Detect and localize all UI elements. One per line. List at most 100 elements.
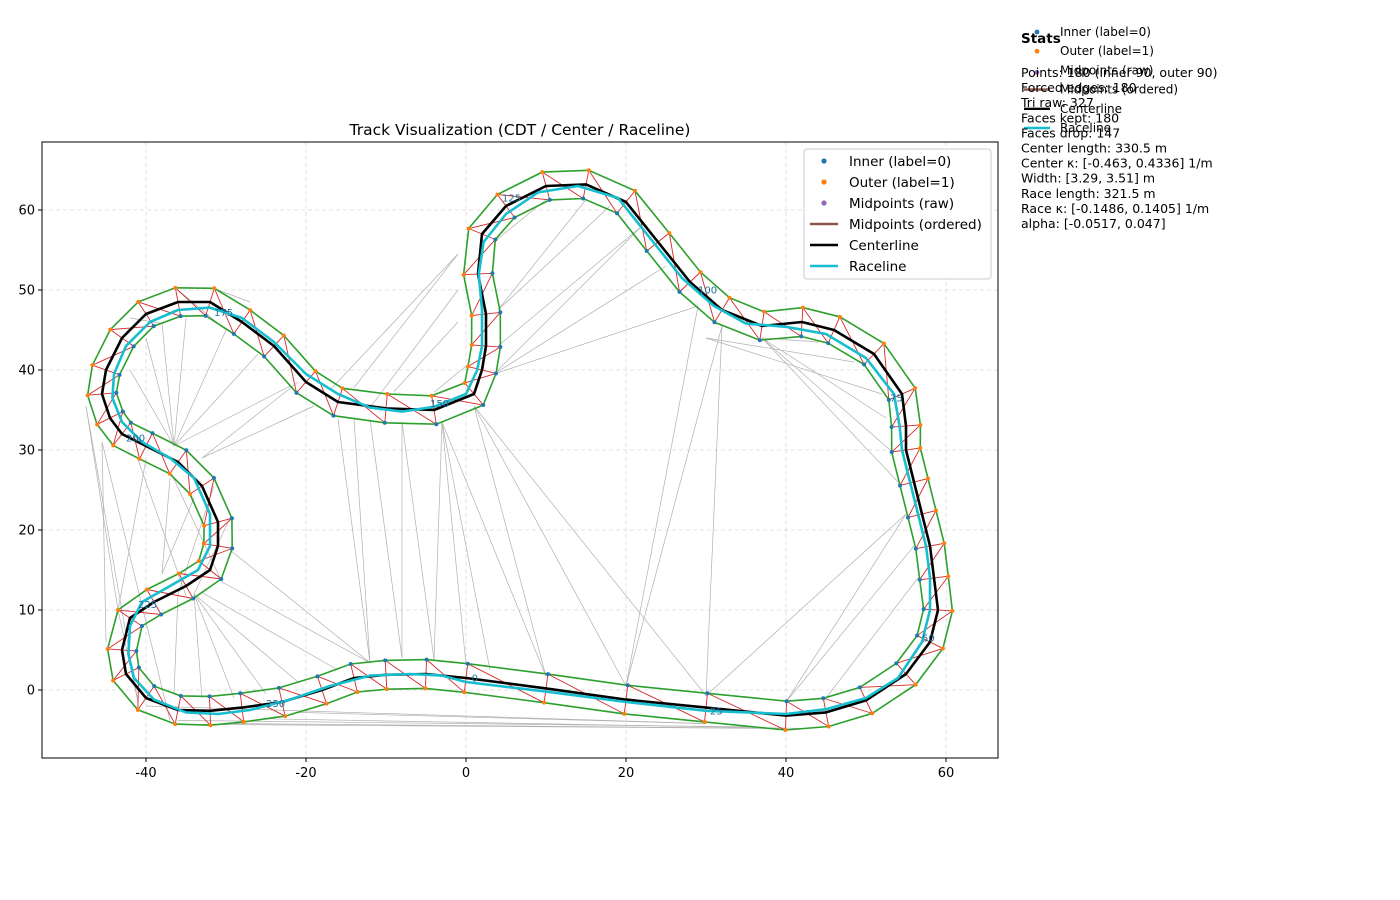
stats-line: Center length: 330.5 m xyxy=(1021,141,1167,156)
outer-point xyxy=(355,690,360,695)
y-tick-label: 10 xyxy=(18,604,35,619)
cdt-edge xyxy=(161,477,171,575)
inner-point xyxy=(150,431,155,436)
cdt-edge xyxy=(217,289,251,303)
inner-point xyxy=(581,196,586,201)
outer-point xyxy=(542,700,547,705)
inner-point xyxy=(498,310,503,315)
inner-point xyxy=(490,271,495,276)
outer-point xyxy=(384,687,389,692)
cdt-edge xyxy=(441,421,467,665)
outer-point xyxy=(918,422,923,427)
outer-point xyxy=(950,608,955,613)
outer-point xyxy=(108,327,113,332)
inner-point xyxy=(799,334,804,339)
cdt-edge xyxy=(173,353,259,447)
outer-point xyxy=(137,456,142,461)
y-tick-label: 0 xyxy=(27,684,35,699)
cdt-edge xyxy=(393,321,459,392)
chart-title: Track Visualization (CDT / Center / Race… xyxy=(349,121,691,139)
cdt-edge xyxy=(177,485,215,595)
inner-point xyxy=(219,576,224,581)
x-tick-label: -40 xyxy=(135,766,156,781)
cdt-edge xyxy=(353,253,459,388)
legend-marker-inner xyxy=(821,158,827,164)
outer-point xyxy=(462,380,467,385)
cdt-edge xyxy=(433,365,467,393)
x-tick-label: -20 xyxy=(295,766,316,781)
cdt-edge xyxy=(101,441,147,623)
cdt-edge xyxy=(193,593,203,699)
inner-point xyxy=(238,691,243,696)
outer-point xyxy=(540,170,545,175)
outer-point xyxy=(702,719,707,724)
outer-point xyxy=(324,701,329,706)
inner-point xyxy=(383,658,388,663)
y-tick-label: 30 xyxy=(18,444,35,459)
stats-line: Width: [3.29, 3.51] m xyxy=(1021,171,1155,186)
cdt-edge xyxy=(625,325,723,687)
legend-label-outer: Outer (label=1) xyxy=(849,175,955,191)
ticks-layer: -40 -20 0 20 40 60 0 10 20 30 40 50 60 xyxy=(18,204,954,782)
outer-point xyxy=(283,714,288,719)
cdt-edge xyxy=(193,593,267,695)
top-legend-label-midpoints_ordered: Midpoints (ordered) xyxy=(1060,83,1178,97)
outer-point xyxy=(800,305,805,310)
cdt-edge xyxy=(161,323,175,447)
outer-point xyxy=(837,314,842,319)
outer-point xyxy=(281,333,286,338)
inner-point xyxy=(178,314,183,319)
stats-panel: Stats Points: 180 (inner 90, outer 90)Fo… xyxy=(1020,31,1217,231)
cdt-edge xyxy=(221,581,371,664)
inner-point xyxy=(152,684,157,689)
inner-point xyxy=(434,422,439,427)
cdt-edge xyxy=(761,337,899,483)
cdt-edges-layer xyxy=(85,199,919,729)
inner-point xyxy=(424,657,429,662)
s-distance-label: 225 xyxy=(138,600,157,611)
outer-point xyxy=(135,707,140,712)
outer-point xyxy=(212,286,217,291)
outer-point xyxy=(826,724,831,729)
outer-point xyxy=(783,727,788,732)
outer-point xyxy=(925,476,930,481)
outer-point xyxy=(918,445,923,450)
inner-point xyxy=(230,546,235,551)
outer-point xyxy=(933,508,938,513)
inner-point xyxy=(134,649,139,654)
cdt-edge xyxy=(129,317,163,324)
inner-point xyxy=(498,345,503,350)
inner-point xyxy=(382,420,387,425)
s-distance-label: 100 xyxy=(698,286,717,297)
outer-point xyxy=(340,386,345,391)
stats-line: Points: 180 (inner 90, outer 90) xyxy=(1021,65,1217,80)
outer-point xyxy=(173,722,178,727)
outer-point xyxy=(466,364,471,369)
inner-point xyxy=(159,612,164,617)
outer-point xyxy=(201,541,206,546)
cdt-edge xyxy=(173,329,227,447)
cdt-edge xyxy=(705,337,855,363)
inner-point xyxy=(120,409,125,414)
inner-point xyxy=(547,197,552,202)
inner-point xyxy=(915,633,920,638)
stats-line: Center κ: [-0.463, 0.4336] 1/m xyxy=(1021,156,1213,171)
outer-point xyxy=(116,608,121,613)
outer-point xyxy=(942,541,947,546)
inner-point xyxy=(677,289,682,294)
outer-point xyxy=(586,168,591,173)
cdt-edge xyxy=(497,199,587,311)
cdt-edge xyxy=(441,421,491,671)
cdt-edge xyxy=(233,723,787,729)
outer-point xyxy=(385,392,390,397)
cdt-edge xyxy=(625,305,699,687)
inner-point xyxy=(481,403,486,408)
legend-marker-outer xyxy=(821,179,827,185)
outer-point xyxy=(632,188,637,193)
inner-point xyxy=(913,546,918,551)
x-tick-label: 40 xyxy=(778,766,795,781)
stats-line: Faces drop: 147 xyxy=(1021,125,1120,140)
inner-point xyxy=(315,674,320,679)
inner-point xyxy=(178,693,183,698)
inner-point xyxy=(886,397,891,402)
